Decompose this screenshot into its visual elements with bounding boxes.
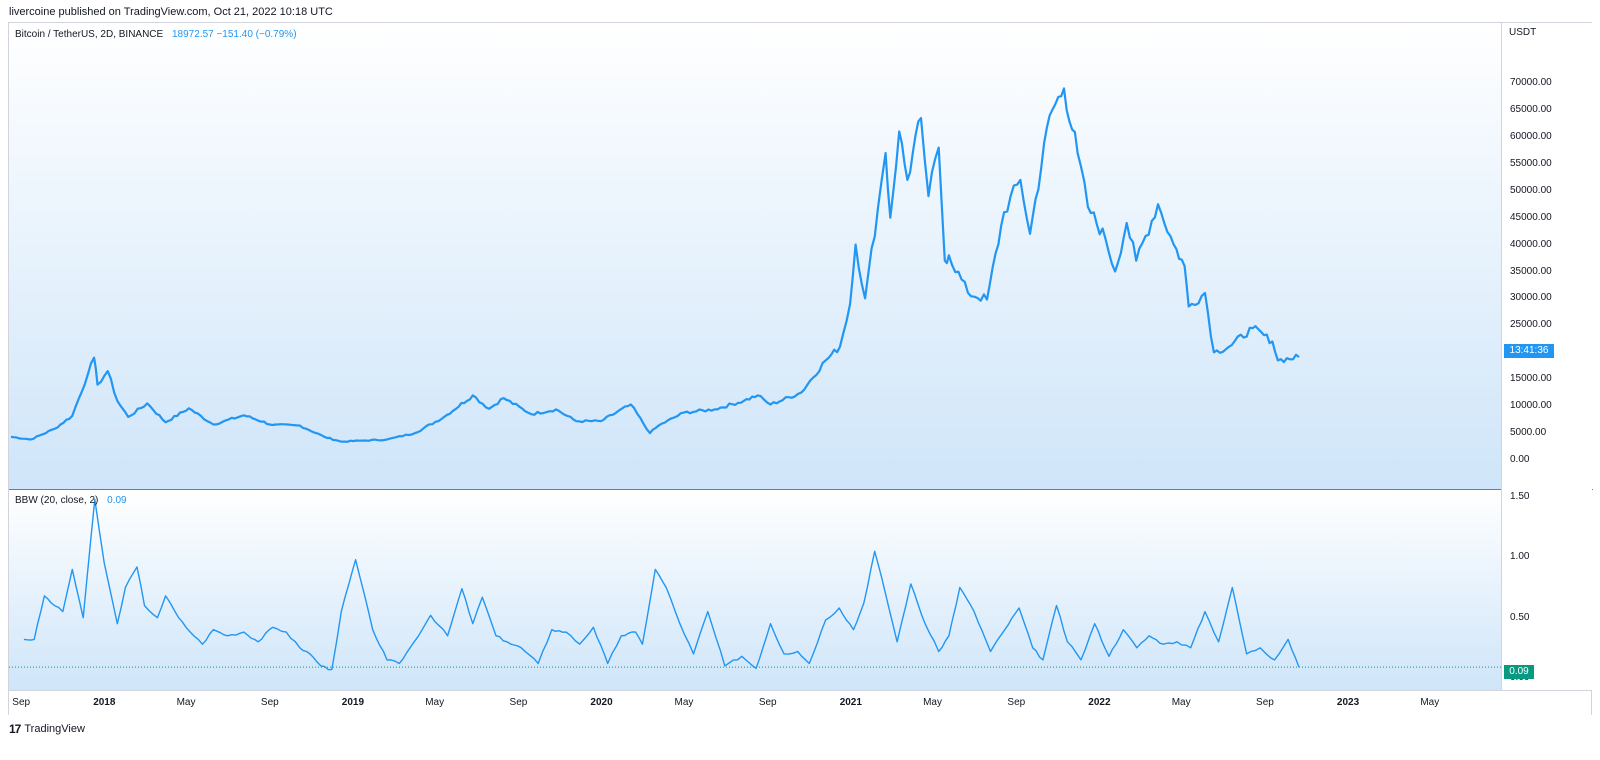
- time-tick-label: Sep: [509, 697, 528, 708]
- price-tick-label: 25000.00: [1510, 319, 1552, 331]
- tradingview-logo-icon: 17: [9, 722, 21, 736]
- price-tick-label: 35000.00: [1510, 265, 1552, 277]
- bbw-tick-label: 0.50: [1510, 611, 1530, 623]
- price-tick-label: 70000.00: [1510, 77, 1552, 88]
- price-tick-label: 55000.00: [1510, 157, 1552, 169]
- bbw-chart-svg: [9, 498, 1501, 671]
- publish-line: livercoine published on TradingView.com,…: [9, 6, 333, 18]
- price-tick-label: 15000.00: [1510, 373, 1552, 385]
- y-unit-label: USDT: [1509, 27, 1537, 38]
- time-tick-label: Sep: [1007, 697, 1026, 708]
- bbw-line: [23, 498, 1300, 671]
- price-tick-label: 40000.00: [1510, 238, 1552, 250]
- price-line: [10, 87, 1300, 443]
- price-tick-label: 30000.00: [1510, 292, 1552, 304]
- time-tick-label: May: [1171, 697, 1191, 708]
- time-tick-label: 2018: [93, 697, 116, 708]
- current-price-tag: 13:41:36: [1504, 344, 1554, 358]
- footer[interactable]: 17 TradingView: [9, 722, 85, 736]
- time-tick-label: 2022: [1088, 697, 1111, 708]
- time-tick-label: May: [425, 697, 445, 708]
- time-axis[interactable]: Sep 2018 May Sep 2019 May Sep 2020 May Sep 2021 May…: [9, 690, 1591, 715]
- time-tick-label: May: [176, 697, 196, 708]
- price-tick-label: 50000.00: [1510, 184, 1552, 196]
- price-legend[interactable]: Bitcoin / TetherUS, 2D, BINANCE 18972.57…: [15, 29, 297, 40]
- time-tick-label: Sep: [758, 697, 777, 708]
- price-legend-symbol: Bitcoin / TetherUS, 2D, BINANCE: [15, 29, 164, 40]
- price-legend-values: 18972.57 −151.40 (−0.79%): [171, 29, 297, 40]
- bbw-legend-symbol: BBW (20, close, 2): [15, 495, 99, 506]
- time-tick-label: Sep: [1256, 697, 1274, 708]
- bbw-pane[interactable]: BBW (20, close, 2) 0.09: [9, 490, 1501, 690]
- time-tick-label: May: [674, 697, 694, 708]
- time-tick-label: Sep: [12, 697, 31, 708]
- price-tick-label: 10000.00: [1510, 400, 1552, 412]
- time-tick-label: Sep: [260, 697, 279, 708]
- price-tick-label: 45000.00: [1510, 211, 1552, 223]
- price-chart-svg: [10, 87, 1300, 443]
- price-pane[interactable]: Bitcoin / TetherUS, 2D, BINANCE 18972.57…: [9, 23, 1501, 489]
- time-tick-label: May: [923, 697, 942, 708]
- pane-divider[interactable]: [9, 489, 1593, 490]
- footer-brand: TradingView: [24, 723, 85, 735]
- bbw-tick-label: 1.00: [1510, 551, 1530, 563]
- current-bbw-tag: 0.09: [1504, 665, 1534, 679]
- price-tick-label: 5000.00: [1510, 427, 1547, 439]
- chart-frame: Bitcoin / TetherUS, 2D, BINANCE 18972.57…: [8, 22, 1593, 715]
- bbw-legend-value: 0.09: [107, 495, 127, 506]
- price-tick-label: 65000.00: [1510, 103, 1552, 115]
- time-tick-label: 2023: [1336, 697, 1360, 708]
- time-tick-label: 2021: [839, 697, 862, 708]
- time-tick-label: 2020: [590, 697, 613, 708]
- bbw-tick-label: 1.50: [1510, 491, 1530, 502]
- price-tick-label: 60000.00: [1510, 130, 1552, 142]
- price-tick-label: 0.00: [1510, 454, 1530, 465]
- time-tick-label: 2019: [341, 697, 365, 708]
- time-tick-label: May: [1420, 697, 1440, 708]
- bbw-legend[interactable]: BBW (20, close, 2) 0.09: [15, 495, 127, 506]
